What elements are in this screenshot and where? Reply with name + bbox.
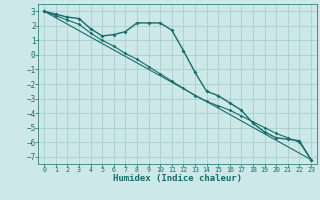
X-axis label: Humidex (Indice chaleur): Humidex (Indice chaleur) (113, 174, 242, 183)
